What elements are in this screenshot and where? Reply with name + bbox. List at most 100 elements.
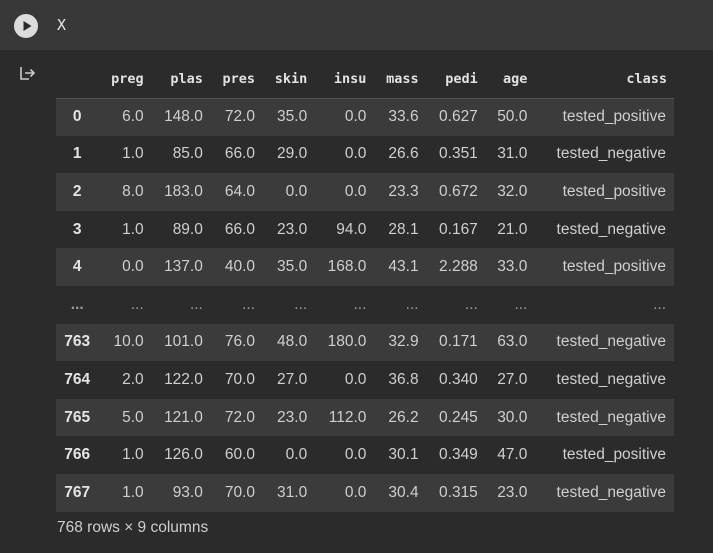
- index-header: [56, 60, 99, 99]
- table-body: 0 6.0 148.0 72.0 35.0 0.0 33.6 0.627 50.0 tested_…: [56, 98, 674, 512]
- cell-age: 27.0: [497, 370, 528, 388]
- cell-pres: 66.0: [224, 220, 256, 238]
- cell-insu: 0.0: [344, 483, 367, 501]
- row-index: 4: [72, 258, 82, 276]
- cell-pres: 60.0: [224, 446, 256, 464]
- cell-skin: 0.0: [285, 182, 308, 200]
- cell-mass: 30.4: [388, 483, 419, 501]
- cell-preg: 8.0: [122, 182, 144, 200]
- cell-skin: 31.0: [277, 483, 308, 501]
- cell-preg: 0.0: [122, 258, 144, 276]
- cell-pres: ...: [242, 295, 256, 313]
- cell-pedi: 0.672: [439, 182, 478, 200]
- table-row: 1 1.0 85.0 66.0 29.0 0.0 26.6 0.351 31.0 tested_n…: [56, 135, 674, 174]
- cell-age: 23.0: [497, 483, 528, 501]
- cell-insu: 0.0: [344, 446, 367, 464]
- cell-class: tested_positive: [562, 258, 666, 276]
- cell-skin: 35.0: [277, 258, 308, 276]
- cell-class: tested_negative: [556, 220, 666, 238]
- cell-preg: 5.0: [122, 408, 144, 426]
- cell-age: 32.0: [497, 182, 528, 200]
- row-index: 3: [72, 220, 82, 238]
- cell-mass: 36.8: [388, 370, 419, 388]
- cell-class: tested_negative: [556, 408, 666, 426]
- cell-skin: 23.0: [277, 220, 308, 238]
- cell-mass: 28.1: [388, 220, 419, 238]
- cell-insu: 0.0: [344, 182, 367, 200]
- output-arrow-icon[interactable]: [18, 65, 38, 83]
- cell-plas: 137.0: [164, 258, 203, 276]
- table-row: 765 5.0 121.0 72.0 23.0 112.0 26.2 0.245 30.0 tes…: [56, 398, 674, 437]
- cell-preg: 1.0: [122, 145, 144, 163]
- cell-plas: 121.0: [164, 408, 203, 426]
- cell-preg: 10.0: [113, 333, 144, 351]
- cell-plas: 93.0: [172, 483, 203, 501]
- cell-mass: 30.1: [388, 446, 419, 464]
- row-index: 766: [64, 446, 91, 464]
- cell-skin: ...: [294, 295, 308, 313]
- table-row: 767 1.0 93.0 70.0 31.0 0.0 30.4 0.315 23.0 tested…: [56, 473, 674, 512]
- cell-pedi: 0.245: [439, 408, 478, 426]
- cell-age: 33.0: [497, 258, 528, 276]
- cell-mass: 26.6: [388, 145, 419, 163]
- column-header-pedi: pedi: [425, 60, 485, 99]
- cell-pres: 40.0: [224, 258, 256, 276]
- cell-age: 63.0: [497, 333, 528, 351]
- table-row: 0 6.0 148.0 72.0 35.0 0.0 33.6 0.627 50.0 tested_…: [56, 98, 674, 136]
- cell-age: 30.0: [497, 408, 528, 426]
- cell-pres: 66.0: [224, 145, 256, 163]
- cell-mass: ...: [405, 295, 419, 313]
- cell-class: tested_positive: [562, 446, 666, 464]
- cell-plas: 183.0: [164, 182, 203, 200]
- table-row: 3 1.0 89.0 66.0 23.0 94.0 28.1 0.167 21.0 tested_…: [56, 210, 674, 249]
- column-header-insu: insu: [314, 60, 374, 99]
- cell-pedi: 0.315: [439, 483, 478, 501]
- cell-pedi: ...: [464, 295, 478, 313]
- cell-age: 47.0: [497, 446, 528, 464]
- play-icon: [23, 21, 32, 31]
- cell-pres: 76.0: [224, 333, 256, 351]
- cell-skin: 29.0: [277, 145, 308, 163]
- row-index: 764: [64, 370, 91, 388]
- cell-insu: 112.0: [328, 408, 367, 426]
- cell-preg: 2.0: [122, 370, 144, 388]
- cell-plas: 89.0: [172, 220, 203, 238]
- cell-age: 31.0: [497, 145, 528, 163]
- cell-pedi: 2.288: [439, 258, 478, 276]
- cell-class: tested_negative: [556, 145, 666, 163]
- cell-class: tested_negative: [556, 333, 666, 351]
- table-header-row: preg plas pres skin insu mass pedi age class: [56, 60, 674, 99]
- cell-preg: 1.0: [122, 446, 144, 464]
- cell-pedi: 0.167: [439, 220, 478, 238]
- cell-mass: 32.9: [388, 333, 419, 351]
- dataframe-table: preg plas pres skin insu mass pedi age class 0 6.…: [56, 60, 674, 512]
- cell-mass: 43.1: [388, 258, 419, 276]
- cell-preg: 1.0: [122, 220, 144, 238]
- cell-preg: 6.0: [122, 108, 144, 126]
- code-editor[interactable]: X: [57, 16, 67, 34]
- cell-plas: ...: [189, 295, 203, 313]
- cell-insu: 94.0: [336, 220, 367, 238]
- cell-insu: 180.0: [327, 333, 367, 351]
- cell-class: tested_negative: [556, 483, 666, 501]
- cell-pedi: 0.171: [439, 333, 478, 351]
- row-index: ...: [70, 295, 84, 313]
- run-cell-button[interactable]: [14, 14, 38, 38]
- cell-class: tested_negative: [556, 370, 666, 388]
- cell-preg: ...: [130, 295, 144, 313]
- column-header-age: age: [484, 60, 535, 99]
- cell-class: ...: [653, 295, 666, 313]
- column-header-plas: plas: [150, 60, 210, 99]
- cell-age: 21.0: [497, 220, 528, 238]
- column-header-pres: pres: [209, 60, 263, 99]
- cell-plas: 101.0: [164, 333, 203, 351]
- table-row: 766 1.0 126.0 60.0 0.0 0.0 30.1 0.349 47.0 tested…: [56, 436, 674, 474]
- cell-skin: 27.0: [277, 370, 308, 388]
- table-row-ellipsis: ..............................: [56, 285, 674, 324]
- cell-mass: 26.2: [388, 408, 419, 426]
- table-row: 763 10.0 101.0 76.0 48.0 180.0 32.9 0.171 63.0 te…: [56, 323, 674, 362]
- cell-class: tested_positive: [562, 108, 666, 126]
- row-index: 763: [64, 333, 91, 351]
- cell-pres: 70.0: [224, 483, 256, 501]
- cell-insu: ...: [353, 295, 367, 313]
